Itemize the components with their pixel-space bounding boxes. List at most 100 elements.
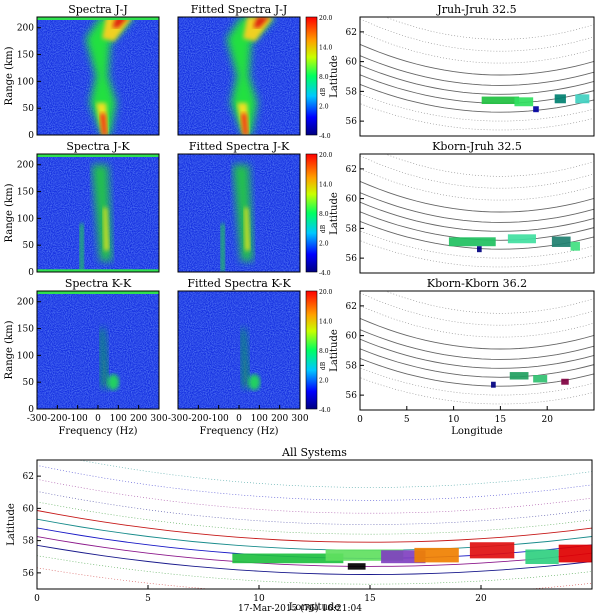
range-arc bbox=[360, 367, 594, 396]
panel-frame bbox=[359, 16, 595, 137]
signal-layer bbox=[37, 17, 159, 135]
top-band bbox=[37, 291, 159, 294]
y-axis-label: Range (km) bbox=[4, 46, 15, 105]
spectra-panel-3: Fitted Spectra J-K 20.0 14.0 8.0 2.0 -4.0 dB bbox=[177, 140, 333, 277]
xtick-label: 10 bbox=[253, 594, 265, 604]
ytick-label: 150 bbox=[17, 188, 34, 198]
xtick-label: 200 bbox=[130, 414, 147, 424]
colorbar-unit: dB bbox=[320, 361, 327, 370]
echo-yellow-high bbox=[243, 17, 274, 42]
echo-cell bbox=[347, 563, 366, 570]
ytick-label: 50 bbox=[23, 241, 35, 251]
top-band bbox=[37, 17, 159, 20]
range-arc bbox=[360, 192, 594, 223]
range-arc bbox=[37, 510, 592, 543]
echo-cell bbox=[491, 381, 496, 388]
echo-line bbox=[220, 223, 225, 272]
colorbar bbox=[305, 290, 318, 410]
colorbar-tick-label: 20.0 bbox=[319, 15, 333, 22]
range-arc bbox=[384, 17, 594, 40]
xtick-label: 15 bbox=[495, 415, 507, 425]
ytick-label: 58 bbox=[23, 537, 35, 547]
colorbar-tick-label: 20.0 bbox=[319, 289, 333, 296]
panel-title: Fitted Spectra K-K bbox=[187, 277, 291, 290]
ytick-label: 62 bbox=[346, 165, 357, 175]
panel-noise bbox=[178, 291, 300, 409]
range-arc bbox=[360, 377, 594, 405]
x-axis-label: Longitude bbox=[451, 426, 503, 437]
map-panel-7: Kborn-Jruh 32.5 56 58 60 62 Latitude bbox=[329, 140, 595, 274]
top-band bbox=[37, 154, 159, 157]
range-arc bbox=[37, 478, 592, 514]
echo-cell bbox=[570, 241, 580, 251]
map-panel-8: Kborn-Kborn 36.2 56 58 60 62 Latitude 0 5 10 15 20… bbox=[329, 277, 595, 437]
colorbar-tick-label: 14.0 bbox=[319, 45, 333, 52]
echo-cell bbox=[554, 94, 566, 104]
y-axis-label: Latitude bbox=[329, 192, 340, 235]
colorbar-unit: dB bbox=[320, 224, 327, 233]
range-arc bbox=[360, 240, 594, 268]
range-arc bbox=[360, 180, 594, 213]
signal-layer bbox=[37, 154, 159, 272]
xtick-label: 5 bbox=[404, 415, 410, 425]
ytick-label: 50 bbox=[23, 104, 35, 114]
echo-yellow bbox=[244, 207, 251, 251]
echo-red-high bbox=[253, 17, 270, 28]
map-layer bbox=[360, 291, 594, 405]
colorbar-tick-label: 14.0 bbox=[319, 319, 333, 326]
panel-title: Jruh-Jruh 32.5 bbox=[436, 3, 516, 16]
panel-title: Kborn-Jruh 32.5 bbox=[432, 140, 522, 153]
xtick-label: -100 bbox=[68, 414, 88, 424]
xtick-label: 15 bbox=[364, 594, 376, 604]
colorbar-unit: dB bbox=[320, 87, 327, 96]
echo-cell bbox=[514, 97, 534, 107]
xtick-label: 0 bbox=[357, 415, 363, 425]
range-arc bbox=[360, 338, 594, 369]
echo-cell bbox=[551, 236, 571, 247]
panel-background bbox=[360, 291, 594, 410]
panel-title: Spectra J-K bbox=[66, 140, 130, 153]
echo-red-low bbox=[241, 113, 248, 135]
y-axis-label: Range (km) bbox=[4, 320, 15, 379]
colorbar-tick-label: 8.0 bbox=[319, 74, 329, 81]
colorbar bbox=[305, 16, 318, 136]
echo-line bbox=[79, 223, 84, 272]
echo-cell bbox=[448, 237, 496, 247]
ytick-label: 60 bbox=[23, 504, 35, 514]
echo-cell bbox=[481, 96, 520, 105]
range-arc bbox=[360, 83, 594, 113]
ytick-label: 60 bbox=[346, 332, 358, 342]
ytick-label: 200 bbox=[17, 161, 34, 171]
panel-frame bbox=[177, 16, 301, 136]
ytick-label: 200 bbox=[17, 298, 34, 308]
echo-cell bbox=[525, 549, 559, 565]
range-arc bbox=[360, 201, 594, 232]
signal-layer bbox=[241, 328, 261, 391]
echo-cell bbox=[469, 542, 515, 559]
xtick-label: 100 bbox=[251, 414, 268, 424]
colorbar-tick-label: 8.0 bbox=[319, 348, 329, 355]
range-arc bbox=[360, 55, 594, 86]
colorbar-tick-label: 2.0 bbox=[319, 378, 329, 385]
ytick-label: 58 bbox=[346, 224, 358, 234]
echo-cell bbox=[533, 106, 539, 113]
spectra-panel-4: Spectra K-K 0 50 100 150 200 Range (km) -300 -20… bbox=[4, 277, 168, 437]
panel-title: Fitted Spectra J-K bbox=[189, 140, 290, 153]
panel-frame bbox=[177, 153, 301, 273]
colorbar-tick-label: 20.0 bbox=[319, 152, 333, 159]
range-arc bbox=[77, 460, 592, 488]
signal-layer bbox=[226, 17, 276, 135]
ytick-label: 56 bbox=[23, 569, 35, 579]
colorbar-tick-label: 2.0 bbox=[319, 241, 329, 248]
x-axis-label: Frequency (Hz) bbox=[58, 426, 137, 437]
spectra-panel-0: Spectra J-J 0 50 100 150 200 Range (km) bbox=[4, 3, 160, 141]
ytick-label: 0 bbox=[28, 131, 34, 141]
ytick-label: 56 bbox=[346, 391, 358, 401]
colorbar-tick-label: 14.0 bbox=[319, 182, 333, 189]
xtick-label: 300 bbox=[150, 414, 167, 424]
y-axis-label: Range (km) bbox=[4, 183, 15, 242]
x-axis-label: Frequency (Hz) bbox=[199, 426, 278, 437]
xtick-label: -300 bbox=[27, 414, 47, 424]
y-axis-label: Latitude bbox=[329, 55, 340, 98]
